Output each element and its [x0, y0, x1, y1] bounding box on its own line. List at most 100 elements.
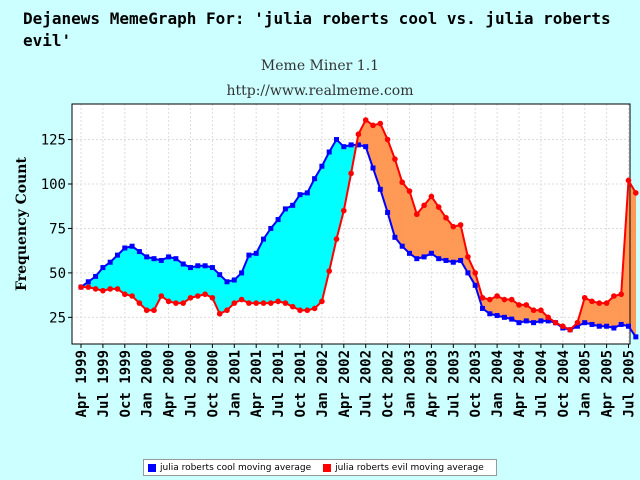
data-point-evil	[560, 323, 566, 330]
data-point-evil	[384, 136, 391, 143]
data-point-evil	[443, 214, 449, 221]
data-point-evil	[202, 291, 208, 298]
data-point-evil	[209, 294, 216, 301]
data-point-cool	[173, 256, 179, 262]
fill-cool-region	[277, 208, 286, 304]
data-point-evil	[187, 294, 194, 301]
fill-cool-region	[299, 192, 308, 311]
data-point-evil	[260, 300, 267, 306]
x-tick-label: Jul 2004	[534, 350, 550, 417]
data-point-evil	[377, 120, 384, 127]
data-point-evil	[246, 300, 252, 306]
legend-label-cool: julia roberts cool moving average	[160, 462, 312, 473]
data-point-evil	[421, 202, 427, 209]
legend-swatch-evil	[323, 463, 332, 472]
data-point-evil	[297, 307, 303, 314]
data-point-cool	[144, 254, 150, 260]
data-point-evil	[487, 296, 493, 303]
legend-item-evil: julia roberts evil moving average	[323, 463, 484, 473]
data-point-cool	[166, 254, 172, 260]
fill-cool-region	[314, 165, 323, 310]
y-tick-label: 50	[49, 266, 66, 282]
x-tick-label: Oct 2001	[293, 350, 309, 417]
x-tick-label: Apr 2005	[600, 350, 616, 417]
data-point-evil	[268, 300, 274, 306]
x-tick-label: Jul 2001	[271, 350, 287, 417]
data-point-evil	[304, 307, 311, 314]
data-point-evil	[238, 296, 245, 303]
data-point-evil	[224, 307, 230, 314]
data-point-cool	[618, 321, 624, 327]
data-point-evil	[538, 307, 544, 314]
data-point-evil	[92, 286, 99, 292]
data-point-evil	[596, 300, 603, 306]
data-point-evil	[348, 170, 354, 177]
data-point-cool	[428, 250, 434, 256]
data-point-evil	[136, 300, 143, 306]
fill-cool-region	[307, 178, 315, 311]
data-point-evil	[114, 286, 121, 292]
data-point-cool	[158, 257, 164, 263]
data-point-cool	[436, 256, 442, 262]
data-point-evil	[611, 293, 617, 299]
fill-cool-region	[292, 193, 301, 311]
data-point-evil	[289, 303, 296, 310]
data-point-cool	[261, 236, 266, 242]
x-tick-label: Jan 2000	[140, 350, 156, 417]
data-point-evil	[530, 307, 537, 314]
data-point-evil	[275, 298, 281, 305]
data-point-evil	[85, 284, 92, 290]
data-point-cool	[377, 186, 383, 192]
legend-label-evil: julia roberts evil moving average	[335, 462, 484, 473]
data-point-cool	[399, 243, 405, 249]
data-point-cool	[596, 323, 602, 329]
x-tick-label: Jul 2000	[184, 350, 200, 417]
data-point-cool	[304, 190, 310, 196]
plot-frame	[71, 103, 631, 345]
data-point-cool	[115, 252, 120, 258]
fill-cool-region	[146, 256, 155, 311]
data-point-cool	[604, 323, 610, 329]
x-tick-label: Jan 2001	[227, 350, 243, 417]
data-point-cool	[531, 320, 537, 326]
data-point-cool	[231, 277, 237, 283]
fill-cool-region	[197, 265, 206, 297]
data-point-evil	[392, 156, 398, 162]
data-point-cool	[246, 252, 252, 258]
x-tick-label: Jul 2003	[446, 350, 462, 417]
chart-title: Dejanews MemeGraph For: 'julia roberts c…	[23, 9, 611, 50]
data-point-cool	[312, 176, 318, 182]
x-tick-label: Apr 2000	[162, 350, 178, 417]
x-tick-label: Jan 2002	[315, 350, 331, 417]
data-point-cool	[239, 270, 245, 276]
x-tick-label: Oct 1999	[118, 350, 134, 417]
data-point-evil	[165, 298, 172, 305]
data-point-cool	[122, 245, 128, 251]
data-point-cool	[574, 323, 580, 329]
x-tick-label: Jan 2003	[403, 350, 419, 417]
fill-evil-region	[599, 302, 607, 327]
data-point-evil	[603, 300, 610, 306]
data-point-cool	[538, 318, 544, 324]
data-point-evil	[508, 296, 515, 303]
x-tick-label: Jan 2004	[490, 350, 506, 417]
data-point-evil	[494, 293, 500, 299]
data-point-cool	[290, 202, 296, 208]
data-point-cool	[582, 320, 588, 326]
data-point-evil	[253, 300, 259, 306]
data-point-cool	[487, 311, 493, 317]
data-point-cool	[253, 250, 259, 256]
x-tick-label: Jan 2005	[578, 350, 594, 417]
data-point-evil	[282, 300, 289, 306]
data-point-cool	[626, 323, 631, 329]
data-point-cool	[224, 279, 230, 285]
y-tick-label: 100	[41, 177, 66, 193]
data-point-cool	[523, 318, 529, 324]
data-point-cool	[334, 137, 339, 143]
data-point-evil	[355, 131, 362, 138]
data-point-cool	[458, 257, 464, 263]
data-point-cool	[392, 234, 398, 240]
fill-cool-region	[124, 245, 133, 297]
data-point-cool	[443, 257, 449, 263]
